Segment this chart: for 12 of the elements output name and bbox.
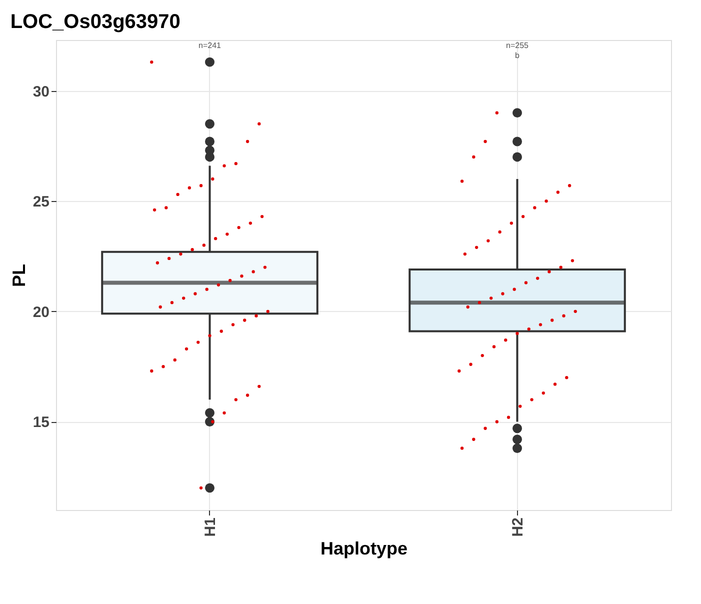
chart-title: LOC_Os03g63970 <box>10 11 180 33</box>
annotation: n=255 <box>506 41 530 50</box>
y-tick-label: 30 <box>32 83 50 100</box>
y-tick-label: 25 <box>32 194 50 211</box>
y-axis-title: PL <box>8 264 29 288</box>
x-tick-label: H2 <box>509 518 526 537</box>
x-axis-title: Haplotype <box>320 538 408 559</box>
annotation: n=241 <box>198 41 222 50</box>
annotation: b <box>515 51 520 60</box>
x-tick-label: H1 <box>202 518 219 537</box>
y-tick-label: 15 <box>32 414 50 432</box>
y-tick-label: 20 <box>32 304 50 321</box>
